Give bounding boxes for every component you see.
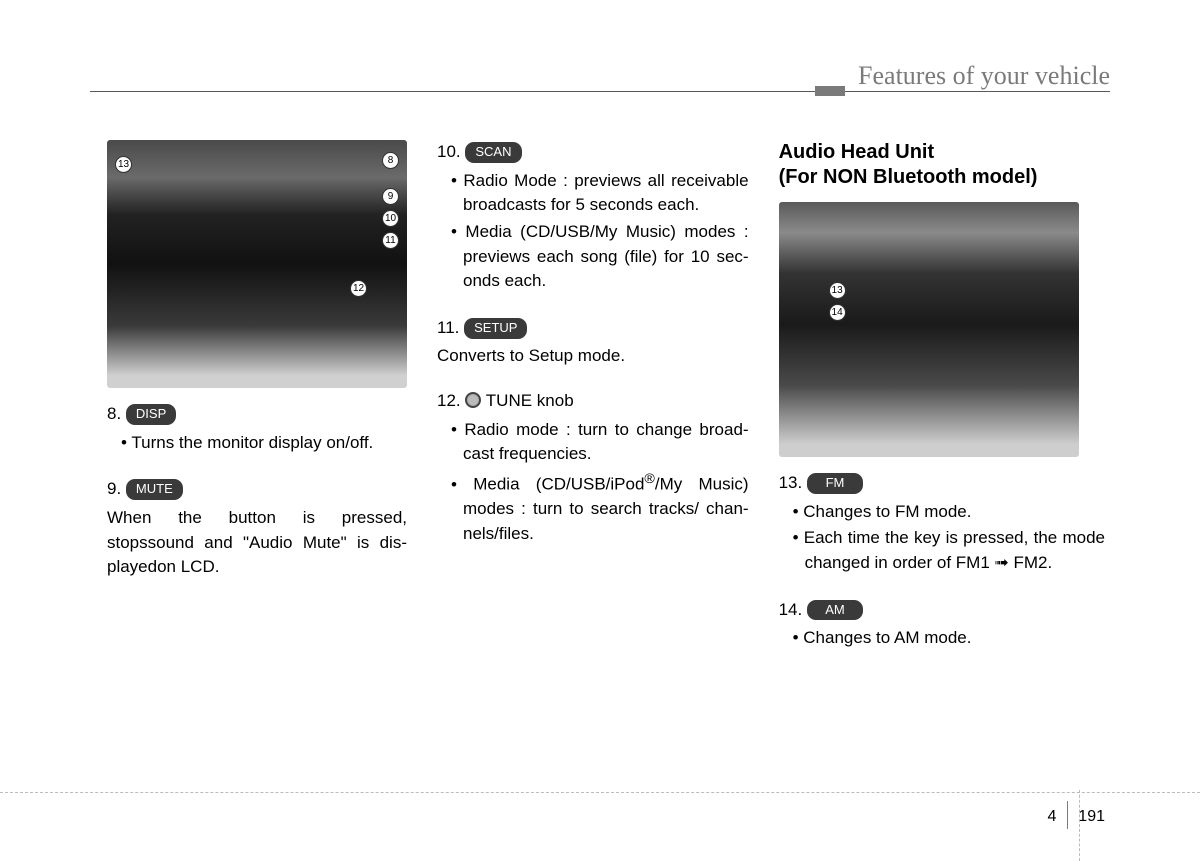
item-8-header: 8. DISP [107,402,407,427]
item-12-label: TUNE knob [486,391,574,410]
column-3: Audio Head Unit (For NON Bluetooth model… [779,140,1105,653]
disp-badge: DISP [126,404,176,425]
item-14-b1: Changes to AM mode. [793,626,1105,651]
setup-badge: SETUP [464,318,527,339]
chapter-number: 4 [1047,808,1056,825]
item-10-header: 10. SCAN [437,140,749,165]
item-8-num: 8. [107,404,121,423]
page-number: 191 [1078,808,1105,825]
page-header: Features of your vehicle [90,57,1110,97]
item-10-list: Radio Mode : previews all receiv­able br… [437,169,749,294]
callout-13: 13 [115,156,132,173]
item-10-b1: Radio Mode : previews all receiv­able br… [451,169,749,218]
section-heading: Features of your vehicle [858,57,1110,95]
fm-badge: FM [807,473,863,494]
item-10-num: 10. [437,142,461,161]
callout-14: 14 [829,304,846,321]
crop-mark-right [1079,790,1080,861]
footer-separator [1067,801,1068,829]
item-12-num: 12. [437,391,461,410]
scan-badge: SCAN [465,142,521,163]
header-accent-bar [815,86,845,96]
item-12-b2: Media (CD/USB/iPod®/My Music) modes : tu… [451,469,749,547]
item-9-text: When the button is pressed, stopssound a… [107,506,407,580]
item-11-num: 11. [437,318,459,337]
item-14-num: 14. [779,600,803,619]
crop-mark-bottom [0,792,1200,793]
column-1: 13 8 9 10 11 12 8. DISP Turns the monito… [107,140,407,653]
callout-8: 8 [382,152,399,169]
item-12-header: 12. TUNE knob [437,389,749,414]
column-2: 10. SCAN Radio Mode : previews all recei… [437,140,749,653]
mute-badge: MUTE [126,479,183,500]
item-9-num: 9. [107,479,121,498]
item-8-bullet: Turns the monitor display on/off. [121,431,407,456]
item-14-list: Changes to AM mode. [779,626,1105,651]
item-9-header: 9. MUTE [107,477,407,502]
item-13-header: 13. FM [779,471,1105,496]
item-8-list: Turns the monitor display on/off. [107,431,407,456]
audio-unit-image-bluetooth: 13 8 9 10 11 12 [107,140,407,388]
item-13-b2: Each time the key is pressed, the mode c… [793,526,1105,575]
tune-knob-icon [465,392,481,408]
am-badge: AM [807,600,863,621]
callout-12: 12 [350,280,367,297]
item-13-b1: Changes to FM mode. [793,500,1105,525]
item-14-header: 14. AM [779,598,1105,623]
audio-head-unit-title: Audio Head Unit (For NON Bluetooth model… [779,140,1105,190]
item-12-list: Radio mode : turn to change broad­cast f… [437,418,749,547]
callout-9: 9 [382,188,399,205]
item-13-num: 13. [779,473,803,492]
item-11-text: Converts to Setup mode. [437,344,749,369]
page-footer: 4 191 [1047,801,1105,829]
item-11-header: 11. SETUP [437,316,749,341]
audio-unit-image-nonbt: 13 14 [779,202,1079,457]
callout-13b: 13 [829,282,846,299]
content-columns: 13 8 9 10 11 12 8. DISP Turns the monito… [107,140,1105,653]
item-13-list: Changes to FM mode. Each time the key is… [779,500,1105,576]
item-10-b2: Media (CD/USB/My Music) modes : previews… [451,220,749,294]
item-12-b1: Radio mode : turn to change broad­cast f… [451,418,749,467]
callout-10: 10 [382,210,399,227]
callout-11: 11 [382,232,399,249]
